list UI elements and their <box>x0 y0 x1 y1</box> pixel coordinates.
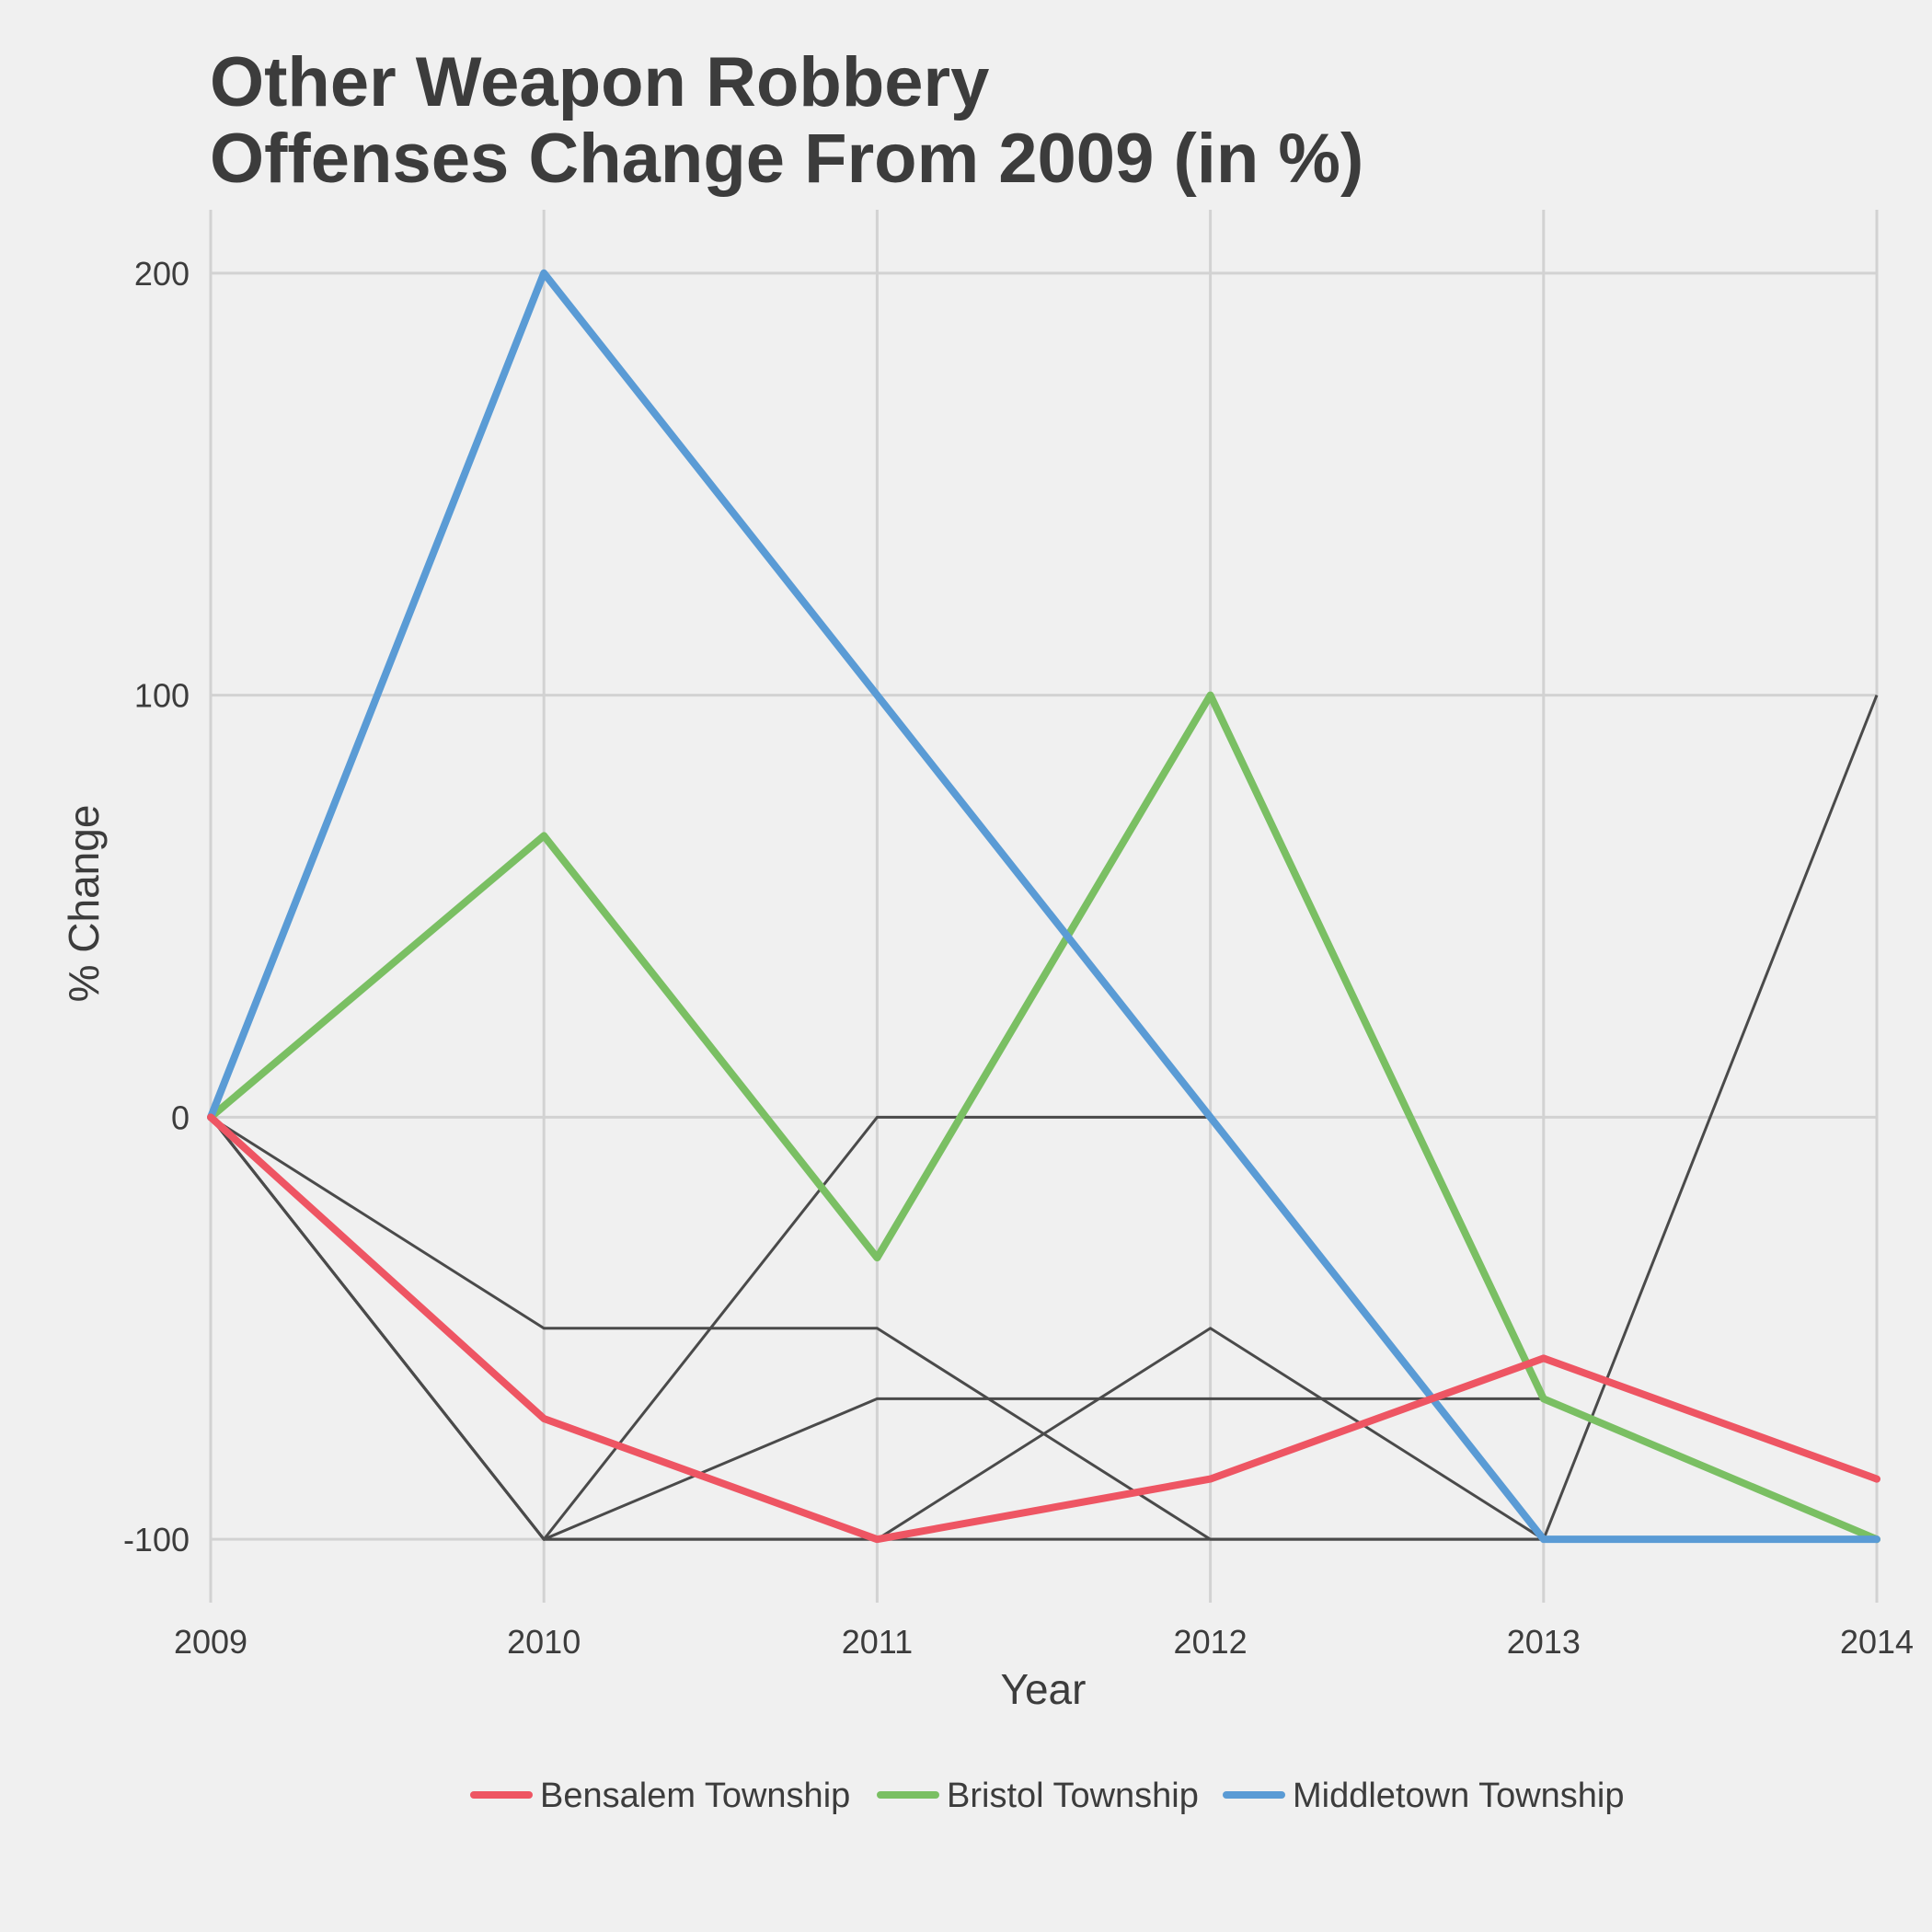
y-axis-ticks: -100 0 100 200 <box>123 255 190 1558</box>
series-line-bensalem-township <box>207 1113 1880 1544</box>
legend-item-bristol-township: Bristol Township <box>877 1777 1199 1815</box>
y-tick-label-100: 100 <box>134 677 190 715</box>
y-tick-label-0: 0 <box>171 1098 190 1136</box>
x-axis-ticks: 2009 2010 2011 2012 2013 2014 <box>174 1623 1914 1661</box>
series-line-bristol-township <box>207 691 1880 1544</box>
chart-title: Other Weapon Robbery Offenses Change Fro… <box>210 43 1363 198</box>
x-tick-label-2010: 2010 <box>507 1623 581 1661</box>
x-axis-title: Year <box>1001 1665 1087 1713</box>
highlighted-series <box>207 269 1880 1544</box>
legend-label-bristol-township: Bristol Township <box>947 1777 1199 1815</box>
legend-item-middletown-township: Middletown Township <box>1223 1777 1625 1815</box>
y-axis-title: % Change <box>60 805 108 1003</box>
x-tick-label-2012: 2012 <box>1174 1623 1248 1661</box>
legend-label-bensalem-township: Bensalem Township <box>540 1777 850 1815</box>
x-tick-label-2011: 2011 <box>842 1623 913 1661</box>
chart-title-line-1: Other Weapon Robbery <box>210 43 989 121</box>
legend-item-bensalem-township: Bensalem Township <box>470 1777 850 1815</box>
x-tick-label-2009: 2009 <box>174 1623 247 1661</box>
y-tick-label--100: -100 <box>123 1521 190 1558</box>
chart-title-line-2: Offenses Change From 2009 (in %) <box>210 120 1363 198</box>
legend: Bensalem Township Bristol Township Middlet… <box>470 1777 1625 1815</box>
y-tick-label-200: 200 <box>134 255 190 293</box>
x-tick-label-2014: 2014 <box>1840 1623 1914 1661</box>
legend-label-middletown-township: Middletown Township <box>1293 1777 1625 1815</box>
x-tick-label-2013: 2013 <box>1507 1623 1581 1661</box>
series-line-middletown-township <box>207 269 1880 1544</box>
background-series-line-5 <box>209 695 1879 1541</box>
